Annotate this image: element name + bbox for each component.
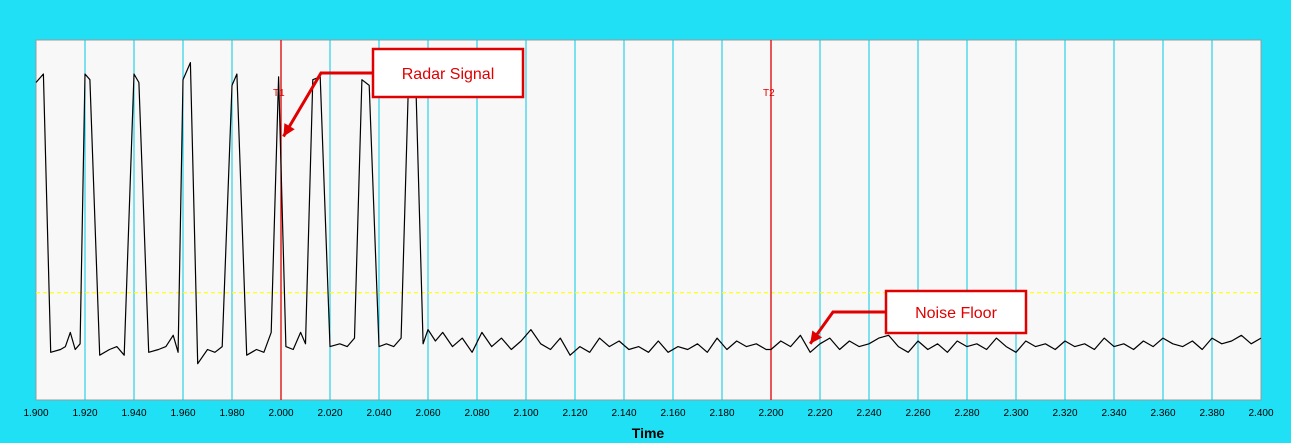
x-tick-label: 1.920 (72, 408, 97, 419)
callout-arrow (282, 71, 373, 138)
x-tick-label: 2.360 (1150, 408, 1175, 419)
x-tick-labels: 1.900 1.920 1.940 1.960 1.980 2.000 2.020 2.040… (23, 408, 1273, 419)
x-tick-label: 1.980 (219, 408, 244, 419)
x-tick-label: 2.140 (611, 408, 636, 419)
x-tick-label: 1.900 (23, 408, 48, 419)
x-tick-label: 2.320 (1052, 408, 1077, 419)
x-tick-label: 2.000 (268, 408, 293, 419)
x-axis-title: Time (632, 425, 665, 441)
callout-arrowhead (810, 330, 823, 344)
x-tick-label: 2.380 (1199, 408, 1224, 419)
callouts: Radar Signal Noise Floor (282, 47, 1028, 345)
x-tick-label: 2.300 (1003, 408, 1028, 419)
x-tick-label: 2.200 (758, 408, 783, 419)
cursor-label-t2: T2 (763, 88, 775, 99)
callout-noise-floor: Noise Floor (808, 289, 1028, 345)
x-tick-label: 2.280 (954, 408, 979, 419)
x-tick-label: 2.240 (856, 408, 881, 419)
x-tick-label: 2.100 (513, 408, 538, 419)
x-tick-label: 2.120 (562, 408, 587, 419)
x-tick-label: 2.340 (1101, 408, 1126, 419)
x-tick-label: 1.960 (170, 408, 195, 419)
callout-arrow (808, 310, 886, 345)
callout-arrowhead (283, 123, 295, 137)
x-tick-label: 2.020 (317, 408, 342, 419)
x-tick-label: 2.080 (464, 408, 489, 419)
x-tick-label: 2.260 (905, 408, 930, 419)
x-tick-label: 2.160 (660, 408, 685, 419)
plot-area (35, 39, 1262, 401)
callout-text: Radar Signal (402, 66, 495, 83)
grid-lines (84, 40, 1213, 400)
callout-box (884, 289, 1028, 335)
x-tick-label: 2.400 (1248, 408, 1273, 419)
callout-box (371, 47, 525, 99)
x-tick-label: 2.040 (366, 408, 391, 419)
callout-text: Noise Floor (915, 305, 997, 322)
x-tick-label: 1.940 (121, 408, 146, 419)
x-tick-label: 2.220 (807, 408, 832, 419)
signal-trace (35, 61, 1262, 365)
x-tick-label: 2.060 (415, 408, 440, 419)
callout-radar-signal: Radar Signal (282, 47, 525, 138)
x-tick-label: 2.180 (709, 408, 734, 419)
